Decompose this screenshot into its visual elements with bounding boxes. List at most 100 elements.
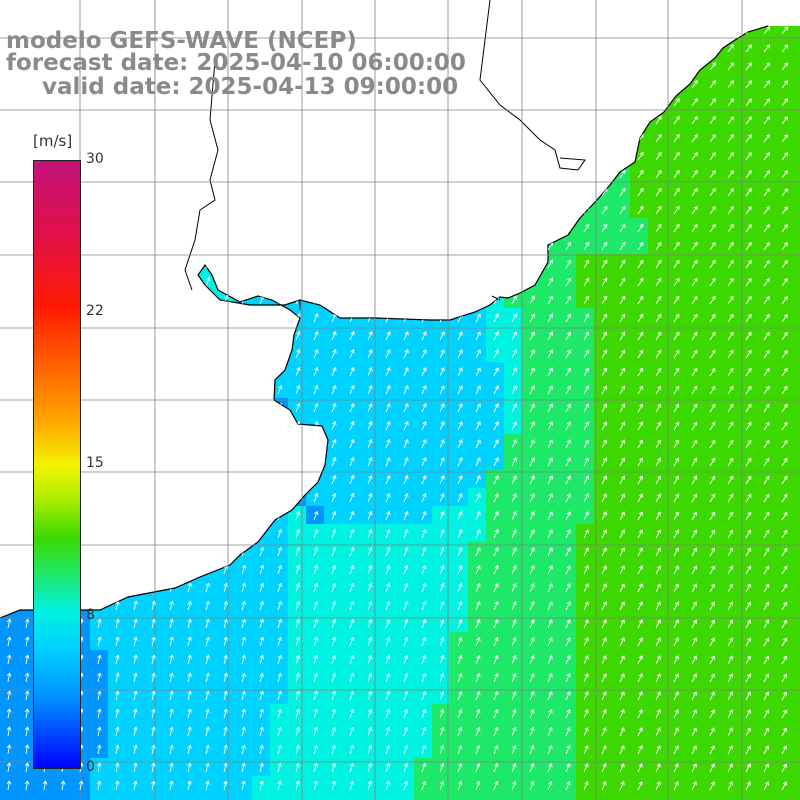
wind-cell — [702, 56, 720, 74]
wind-cell — [666, 434, 684, 452]
wind-arrow — [223, 546, 229, 557]
wind-arrow — [385, 492, 391, 503]
wind-cell — [612, 686, 630, 704]
wind-arrow — [457, 564, 463, 575]
wind-arrow — [7, 240, 12, 251]
wind-cell — [252, 272, 270, 290]
wind-arrow — [115, 636, 120, 647]
wind-cell — [486, 398, 504, 416]
wind-arrow — [511, 367, 517, 377]
wind-cell — [90, 560, 108, 578]
wind-arrow — [673, 421, 680, 431]
wind-cell — [450, 344, 468, 362]
wind-cell — [558, 614, 576, 632]
wind-cell — [594, 794, 612, 800]
wind-cell — [720, 776, 738, 794]
wind-arrow — [259, 240, 265, 251]
wind-arrow — [727, 529, 734, 539]
wind-cell — [216, 470, 234, 488]
wind-cell — [198, 236, 216, 254]
wind-cell — [504, 254, 522, 272]
wind-arrow — [745, 601, 752, 611]
wind-cell — [270, 344, 288, 362]
wind-arrow — [241, 780, 246, 791]
wind-cell — [306, 128, 324, 146]
wind-arrow — [313, 744, 319, 755]
wind-cell — [702, 758, 720, 776]
wind-arrow — [745, 763, 751, 773]
wind-cell — [756, 200, 774, 218]
wind-arrow — [727, 259, 734, 269]
wind-cell — [486, 704, 504, 722]
wind-arrow — [367, 169, 373, 179]
wind-cell — [324, 470, 342, 488]
wind-cell — [324, 704, 342, 722]
wind-arrow — [421, 708, 427, 719]
wind-cell — [324, 344, 342, 362]
wind-arrow — [709, 80, 716, 89]
wind-cell — [324, 506, 342, 524]
wind-arrow — [133, 510, 138, 521]
wind-arrow — [781, 691, 788, 701]
wind-cell — [234, 614, 252, 632]
wind-arrow — [259, 384, 265, 395]
wind-arrow — [6, 690, 12, 701]
wind-cell — [540, 488, 558, 506]
wind-cell — [756, 56, 774, 74]
wind-cell — [666, 686, 684, 704]
wind-arrow — [349, 618, 355, 629]
wind-arrow — [25, 186, 31, 197]
wind-cell — [378, 452, 396, 470]
wind-arrow — [637, 673, 643, 683]
wind-arrow — [439, 726, 445, 737]
wind-cell — [0, 398, 18, 416]
wind-arrow — [781, 475, 788, 485]
wind-arrow — [691, 151, 698, 161]
wind-arrow — [187, 384, 193, 395]
wind-arrow — [781, 439, 788, 449]
wind-arrow — [709, 152, 716, 161]
wind-arrow — [511, 421, 517, 431]
wind-arrow — [439, 133, 446, 143]
wind-arrow — [511, 457, 517, 467]
wind-cell — [180, 416, 198, 434]
wind-arrow — [763, 475, 770, 485]
wind-cell — [540, 614, 558, 632]
wind-arrow — [655, 673, 661, 683]
wind-cell — [486, 740, 504, 758]
wind-cell — [108, 182, 126, 200]
wind-cell — [486, 326, 504, 344]
wind-arrow — [511, 97, 518, 107]
wind-cell — [774, 254, 792, 272]
wind-cell — [576, 326, 594, 344]
wind-arrow — [223, 600, 229, 611]
wind-cell — [288, 794, 306, 800]
wind-cell — [594, 452, 612, 470]
wind-cell — [396, 236, 414, 254]
wind-cell — [684, 668, 702, 686]
wind-cell — [756, 416, 774, 434]
wind-cell — [504, 308, 522, 326]
wind-cell — [648, 362, 666, 380]
wind-arrow — [313, 726, 319, 737]
wind-cell — [756, 578, 774, 596]
wind-cell — [378, 686, 396, 704]
wind-cell — [540, 686, 558, 704]
wind-cell — [612, 290, 630, 308]
wind-arrow — [511, 637, 517, 647]
wind-arrow — [781, 619, 788, 629]
wind-arrow — [565, 43, 572, 53]
wind-arrow — [763, 242, 770, 251]
wind-arrow — [547, 708, 553, 719]
wind-cell — [504, 470, 522, 488]
wind-cell — [198, 344, 216, 362]
wind-cell — [792, 26, 800, 38]
wind-arrow — [637, 709, 643, 719]
wind-arrow — [547, 97, 554, 107]
wind-cell — [324, 740, 342, 758]
wind-cell — [558, 452, 576, 470]
wind-cell — [360, 776, 378, 794]
wind-arrow — [313, 708, 319, 719]
wind-cell — [738, 218, 756, 236]
wind-arrow — [583, 691, 589, 701]
